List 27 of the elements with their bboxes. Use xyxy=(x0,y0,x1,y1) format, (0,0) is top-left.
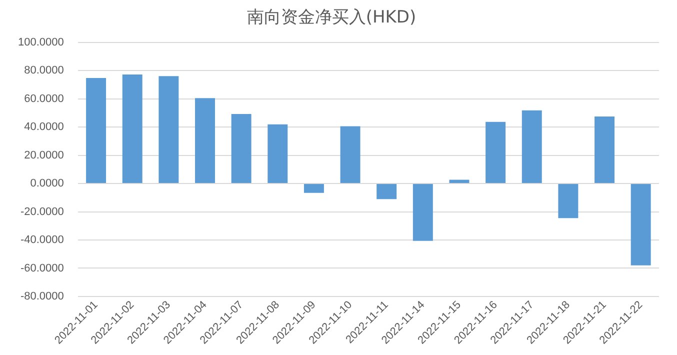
bar xyxy=(122,74,142,184)
y-tick-label: 0.0000 xyxy=(30,178,64,190)
y-tick-label: -60.0000 xyxy=(20,262,64,274)
y-tick-label: 60.0000 xyxy=(24,92,64,105)
y-tick-label: 80.0000 xyxy=(24,64,64,77)
y-tick-label: -40.0000 xyxy=(20,234,64,246)
chart-title: 南向资金净买入(HKD) xyxy=(246,8,416,28)
bar xyxy=(630,184,651,266)
bar xyxy=(231,114,252,184)
bar xyxy=(340,126,360,184)
bar xyxy=(594,116,615,184)
bar xyxy=(376,184,397,200)
bar xyxy=(86,78,106,184)
bar xyxy=(304,184,324,193)
bar xyxy=(558,184,578,218)
y-tick-label: 100.0000 xyxy=(18,36,64,48)
bar xyxy=(158,76,179,184)
bar xyxy=(268,124,288,184)
bar xyxy=(486,122,506,184)
y-tick-label: 20.0000 xyxy=(24,149,64,162)
y-tick-label: -80.0000 xyxy=(20,290,64,302)
bar xyxy=(522,110,542,184)
y-tick-label: -20.0000 xyxy=(20,206,64,218)
bar xyxy=(449,180,470,184)
bar xyxy=(412,184,433,241)
y-tick-label: 40.0000 xyxy=(24,121,64,134)
bar xyxy=(195,98,215,184)
